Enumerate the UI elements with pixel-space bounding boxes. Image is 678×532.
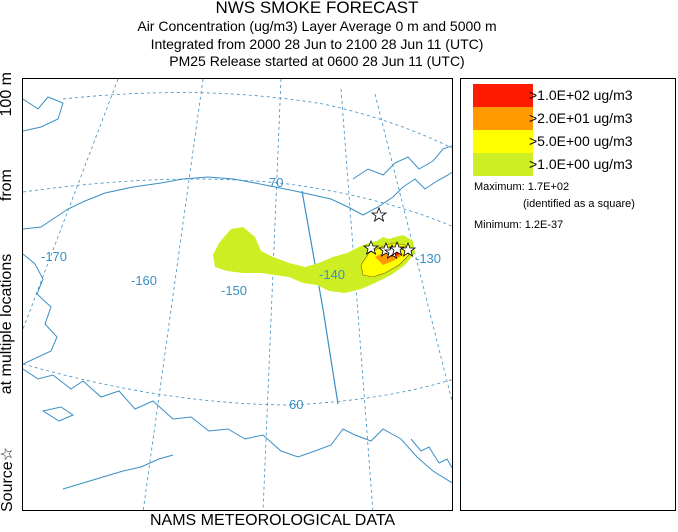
lat-line-60 (23, 363, 452, 406)
legend-row: >1.0E+00 ug/m3 (473, 153, 673, 176)
from-text: from (0, 169, 15, 202)
legend-swatch (473, 153, 533, 176)
subtitle-concentration: Air Concentration (ug/m3) Layer Average … (137, 18, 497, 34)
lat-line-75 (62, 92, 452, 149)
border-line (301, 190, 339, 405)
lat-line-70 (23, 178, 452, 227)
legend-panel: >1.0E+02 ug/m3 >2.0E+01 ug/m3 >5.0E+00 u… (460, 78, 676, 511)
st-lawrence-island (41, 406, 75, 422)
lon-label-150: -150 (221, 283, 247, 298)
subtitle-integration: Integrated from 2000 28 Jun to 2100 28 J… (150, 36, 484, 52)
legend-label: >1.0E+02 ug/m3 (529, 87, 633, 103)
coastlines (23, 96, 452, 490)
page-title: NWS SMOKE FORECAST (215, 0, 419, 17)
lon-label-130: -130 (415, 251, 441, 266)
legend-label: >2.0E+01 ug/m3 (529, 110, 633, 126)
lat-label-70: 70 (269, 175, 283, 190)
subtitle-release: PM25 Release started at 0600 28 Jun 11 (… (169, 53, 465, 69)
legend-swatch (473, 84, 533, 107)
legend-label: >1.0E+00 ug/m3 (529, 156, 633, 172)
vertical-source-label: Source☆ at multiple locations from 100 m (0, 72, 17, 512)
footer-label: NAMS METEOROLOGICAL DATA (150, 512, 396, 529)
lon-label-140: -140 (319, 267, 345, 282)
west-coast (23, 253, 58, 365)
source-star (388, 240, 406, 256)
lon-label-170: -170 (41, 249, 67, 264)
source-star (362, 239, 380, 255)
meridian-160 (142, 79, 204, 510)
star-icon: ☆ (0, 446, 16, 462)
meridian-140 (340, 88, 374, 510)
meridian-150 (262, 79, 282, 510)
source-text: Source☆ (0, 447, 17, 512)
maximum-text: Maximum: 1.7E+02 (474, 181, 570, 193)
lon-label-160: -160 (131, 273, 157, 288)
maximum-note: (identified as a square) (523, 198, 635, 210)
legend-swatch (473, 107, 533, 130)
meridian-170 (23, 79, 119, 330)
source-markers (362, 206, 417, 259)
panhandle-islands (410, 438, 452, 469)
multiple-locations-text: at multiple locations (0, 253, 15, 395)
north-coast (23, 171, 452, 230)
alaska-coast (23, 368, 452, 484)
source-star (399, 241, 417, 257)
lat-label-60: 60 (289, 397, 303, 412)
aleutian-chain (62, 454, 174, 490)
map-canvas: -170 -160 -150 -140 -130 70 60 (23, 79, 452, 510)
legend-row: >2.0E+01 ug/m3 (473, 107, 673, 130)
islands-arctic (352, 145, 452, 180)
plume-level-1 (213, 227, 415, 293)
siberia-coast (23, 96, 64, 132)
source-star (370, 206, 388, 222)
height-text: 100 m (0, 72, 15, 117)
legend-row: >5.0E+00 ug/m3 (473, 130, 673, 153)
legend-row: >1.0E+02 ug/m3 (473, 84, 673, 107)
minimum-text: Minimum: 1.2E-37 (474, 219, 564, 231)
plume-contour (360, 242, 410, 278)
map-panel: -170 -160 -150 -140 -130 70 60 (22, 78, 453, 511)
legend-label: >5.0E+00 ug/m3 (529, 133, 633, 149)
legend-swatch (473, 130, 533, 153)
